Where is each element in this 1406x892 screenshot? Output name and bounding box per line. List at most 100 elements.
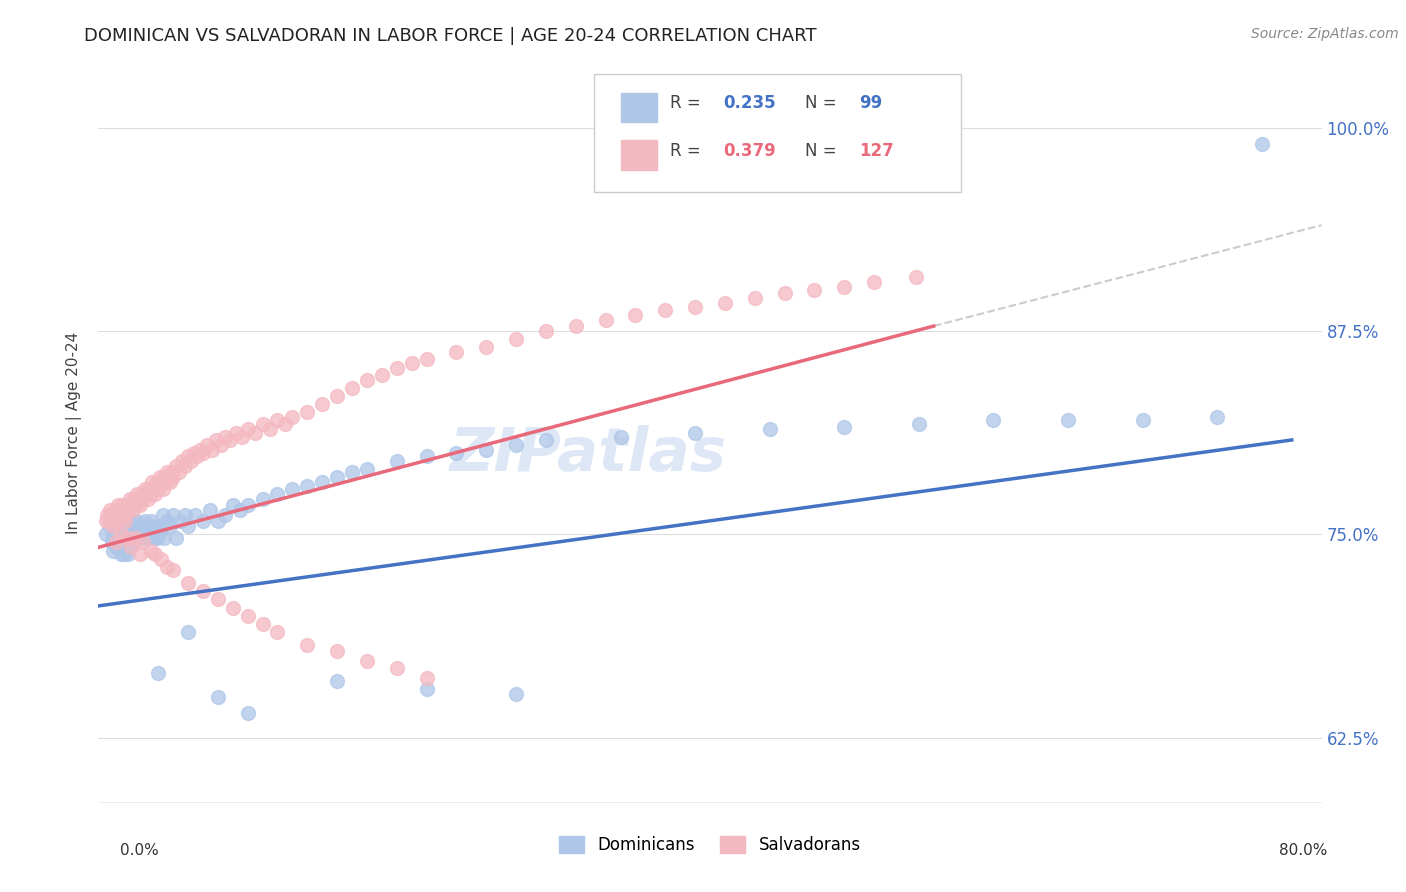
Point (152, 508, 174, 522)
Point (108, 527, 131, 541)
Point (114, 514, 136, 528)
Point (356, 654, 378, 668)
Text: Source: ZipAtlas.com: Source: ZipAtlas.com (1251, 27, 1399, 41)
Point (311, 397, 333, 411)
Point (160, 466, 183, 480)
Point (505, 687, 527, 701)
Point (128, 495, 150, 509)
Point (326, 470, 349, 484)
Point (266, 624, 288, 639)
Point (128, 531, 150, 545)
Point (174, 508, 197, 522)
Point (108, 511, 131, 525)
Point (94, 527, 117, 541)
Point (103, 543, 125, 558)
Point (117, 531, 139, 545)
Point (624, 308, 647, 322)
Point (104, 531, 127, 545)
Point (475, 442, 498, 457)
Point (121, 531, 143, 545)
Point (118, 491, 141, 506)
Point (534, 433, 557, 447)
FancyBboxPatch shape (620, 140, 658, 169)
Point (141, 524, 163, 538)
Point (165, 458, 187, 473)
Point (118, 541, 141, 555)
Point (155, 475, 177, 490)
Point (105, 524, 128, 538)
Point (120, 519, 142, 533)
Point (121, 514, 143, 528)
Point (120, 541, 142, 555)
Point (415, 681, 437, 696)
Point (401, 356, 423, 370)
Point (209, 438, 232, 452)
Point (214, 508, 236, 522)
Point (101, 511, 124, 525)
Point (131, 486, 153, 500)
Point (135, 486, 157, 500)
Point (340, 381, 363, 395)
Point (143, 486, 166, 500)
Point (281, 482, 304, 496)
Point (908, 417, 931, 431)
Point (115, 527, 138, 541)
Point (129, 547, 152, 561)
Point (259, 421, 281, 435)
Point (111, 508, 134, 522)
Point (156, 559, 179, 574)
Point (153, 470, 176, 484)
Point (107, 498, 129, 512)
Point (266, 486, 288, 500)
Point (162, 508, 184, 522)
Point (191, 446, 214, 460)
Point (446, 345, 468, 359)
Point (274, 417, 297, 431)
Point (714, 296, 737, 310)
Point (145, 531, 167, 545)
Point (243, 426, 266, 441)
Point (236, 421, 259, 435)
Point (142, 531, 165, 545)
Point (311, 475, 333, 490)
Y-axis label: In Labor Force | Age 20-24: In Labor Force | Age 20-24 (66, 332, 83, 533)
Point (125, 514, 148, 528)
Point (744, 292, 766, 306)
Point (143, 547, 166, 561)
Point (297, 638, 319, 652)
Point (108, 503, 131, 517)
Point (201, 442, 224, 457)
Point (534, 324, 557, 338)
Point (385, 454, 408, 468)
Point (107, 519, 129, 533)
Point (139, 543, 162, 558)
Point (170, 454, 193, 468)
Point (96, 508, 118, 522)
Point (1206, 410, 1229, 425)
Point (103, 519, 125, 533)
Point (595, 312, 617, 326)
Point (120, 535, 142, 549)
Point (112, 503, 135, 517)
Point (105, 541, 128, 555)
Point (110, 547, 132, 561)
Point (803, 283, 825, 297)
Point (129, 498, 152, 512)
Point (115, 498, 138, 512)
Text: 127: 127 (859, 143, 894, 161)
Point (132, 491, 155, 506)
Point (159, 519, 181, 533)
Point (236, 498, 259, 512)
Point (153, 531, 176, 545)
Point (97, 511, 120, 525)
Point (121, 503, 143, 517)
Point (129, 519, 152, 533)
Point (146, 665, 169, 680)
Point (174, 458, 197, 473)
Point (131, 524, 153, 538)
Point (904, 270, 927, 285)
Point (143, 519, 166, 533)
Point (832, 280, 855, 294)
Point (104, 503, 127, 517)
Point (683, 300, 706, 314)
